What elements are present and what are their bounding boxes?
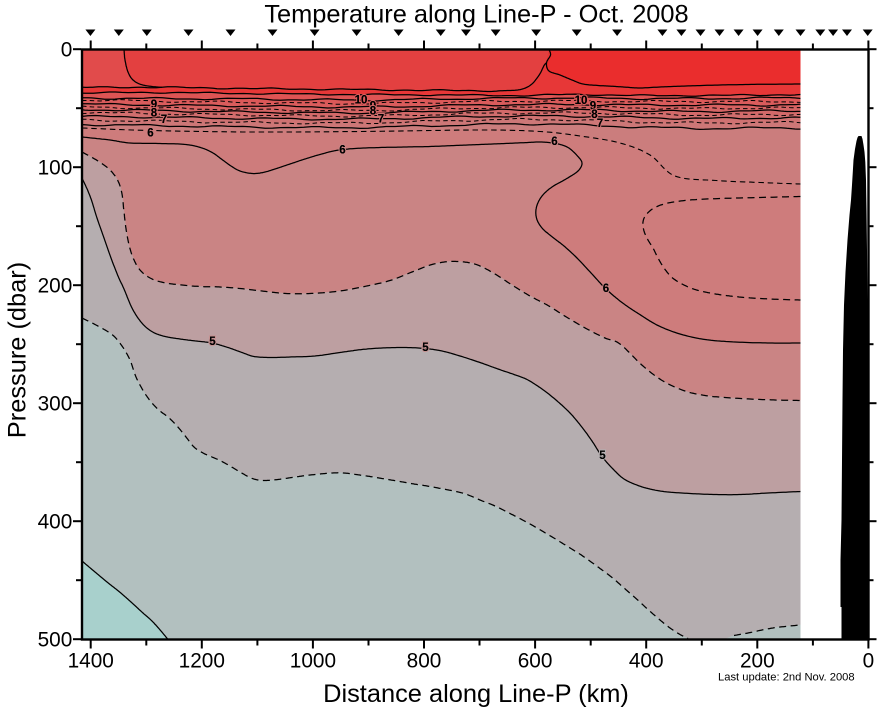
svg-text:6: 6 bbox=[551, 136, 557, 148]
svg-text:9: 9 bbox=[370, 100, 376, 112]
svg-text:5: 5 bbox=[209, 336, 216, 348]
svg-text:8: 8 bbox=[591, 109, 598, 121]
svg-text:5: 5 bbox=[599, 450, 606, 462]
svg-text:7: 7 bbox=[161, 114, 167, 126]
svg-text:0: 0 bbox=[61, 39, 73, 62]
svg-text:1000: 1000 bbox=[290, 649, 336, 672]
svg-text:8: 8 bbox=[151, 108, 158, 120]
svg-text:7: 7 bbox=[378, 114, 384, 126]
svg-text:100: 100 bbox=[38, 157, 73, 180]
svg-text:9: 9 bbox=[590, 101, 596, 113]
svg-text:5: 5 bbox=[209, 336, 216, 348]
svg-text:6: 6 bbox=[603, 283, 609, 295]
svg-text:1400: 1400 bbox=[68, 649, 114, 672]
svg-text:8: 8 bbox=[151, 108, 158, 120]
svg-text:200: 200 bbox=[38, 275, 73, 298]
svg-text:Pressure (dbar): Pressure (dbar) bbox=[4, 262, 32, 438]
svg-text:7: 7 bbox=[161, 114, 167, 126]
svg-text:10: 10 bbox=[575, 95, 588, 107]
svg-text:7: 7 bbox=[597, 118, 603, 130]
svg-text:1200: 1200 bbox=[179, 649, 225, 672]
svg-text:6: 6 bbox=[551, 136, 557, 148]
svg-text:200: 200 bbox=[740, 649, 775, 672]
svg-text:6: 6 bbox=[339, 145, 345, 157]
svg-text:8: 8 bbox=[370, 106, 377, 118]
svg-text:7: 7 bbox=[378, 114, 384, 126]
svg-text:Last update: 2nd Nov. 2008: Last update: 2nd Nov. 2008 bbox=[718, 672, 855, 684]
svg-text:5: 5 bbox=[422, 342, 429, 354]
svg-text:400: 400 bbox=[629, 649, 664, 672]
svg-text:5: 5 bbox=[422, 342, 429, 354]
svg-text:800: 800 bbox=[407, 649, 442, 672]
svg-text:9: 9 bbox=[590, 101, 596, 113]
svg-text:600: 600 bbox=[518, 649, 553, 672]
svg-text:10: 10 bbox=[355, 95, 368, 107]
svg-text:7: 7 bbox=[597, 118, 603, 130]
svg-text:9: 9 bbox=[151, 99, 157, 111]
svg-text:10: 10 bbox=[575, 95, 588, 107]
svg-text:9: 9 bbox=[151, 99, 157, 111]
svg-text:500: 500 bbox=[38, 629, 73, 652]
svg-text:10: 10 bbox=[355, 95, 368, 107]
svg-text:6: 6 bbox=[147, 128, 153, 140]
svg-text:Distance along Line-P (km): Distance along Line-P (km) bbox=[323, 680, 629, 708]
svg-text:6: 6 bbox=[339, 145, 345, 157]
svg-text:5: 5 bbox=[599, 450, 606, 462]
svg-text:6: 6 bbox=[603, 283, 609, 295]
svg-text:400: 400 bbox=[38, 511, 73, 534]
svg-text:Temperature along Line-P - Oct: Temperature along Line-P - Oct. 2008 bbox=[264, 1, 688, 29]
svg-text:8: 8 bbox=[370, 106, 377, 118]
svg-text:9: 9 bbox=[370, 100, 376, 112]
svg-text:8: 8 bbox=[591, 109, 598, 121]
svg-text:300: 300 bbox=[38, 393, 73, 416]
svg-text:0: 0 bbox=[863, 649, 875, 672]
svg-text:6: 6 bbox=[147, 128, 153, 140]
